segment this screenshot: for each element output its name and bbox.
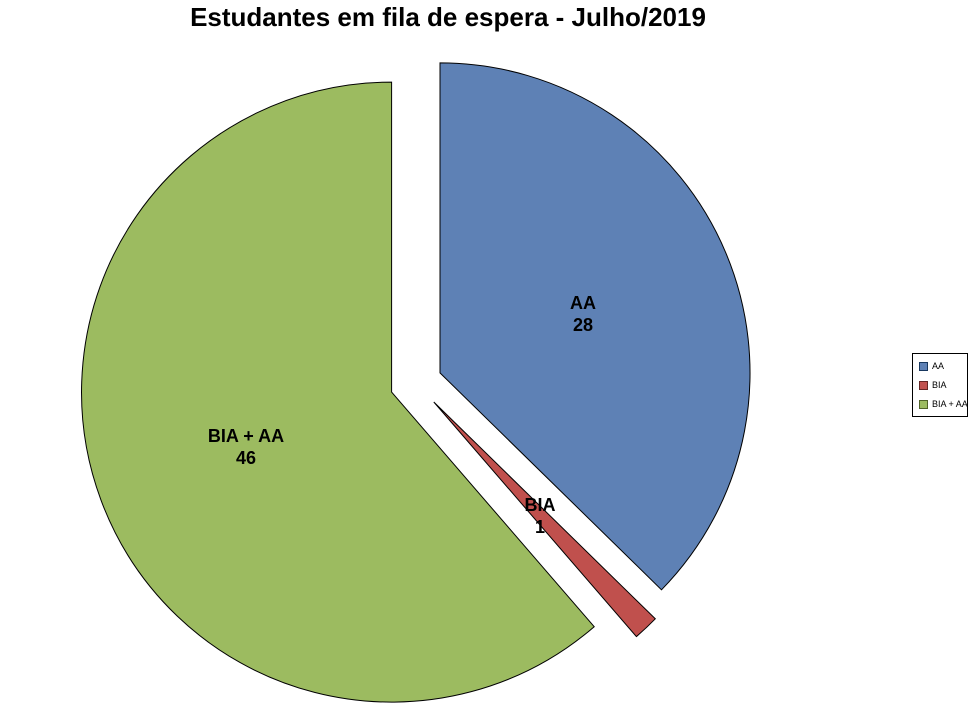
slice-data-label: BIA + AA 46: [208, 426, 284, 468]
legend-item-bia-aa[interactable]: BIA + AA: [919, 397, 968, 412]
legend-item-bia[interactable]: BIA: [919, 378, 963, 393]
legend-label: BIA + AA: [932, 399, 968, 409]
legend-label: BIA: [932, 380, 947, 390]
pie-slice-bia-aa[interactable]: [81, 81, 595, 703]
slice-data-label: BIA 1: [525, 495, 556, 537]
chart-title: Estudantes em fila de espera - Julho/201…: [190, 2, 706, 32]
legend-swatch-icon: [919, 400, 928, 409]
legend-item-aa[interactable]: AA: [919, 359, 963, 374]
legend-swatch-icon: [919, 362, 928, 371]
legend-swatch-icon: [919, 381, 928, 390]
legend: AA BIA BIA + AA: [912, 353, 968, 417]
slice-data-label: AA 28: [570, 293, 596, 335]
pie-slice-bia[interactable]: [433, 401, 657, 638]
legend-label: AA: [932, 361, 945, 371]
pie-slice-aa[interactable]: [439, 62, 751, 591]
